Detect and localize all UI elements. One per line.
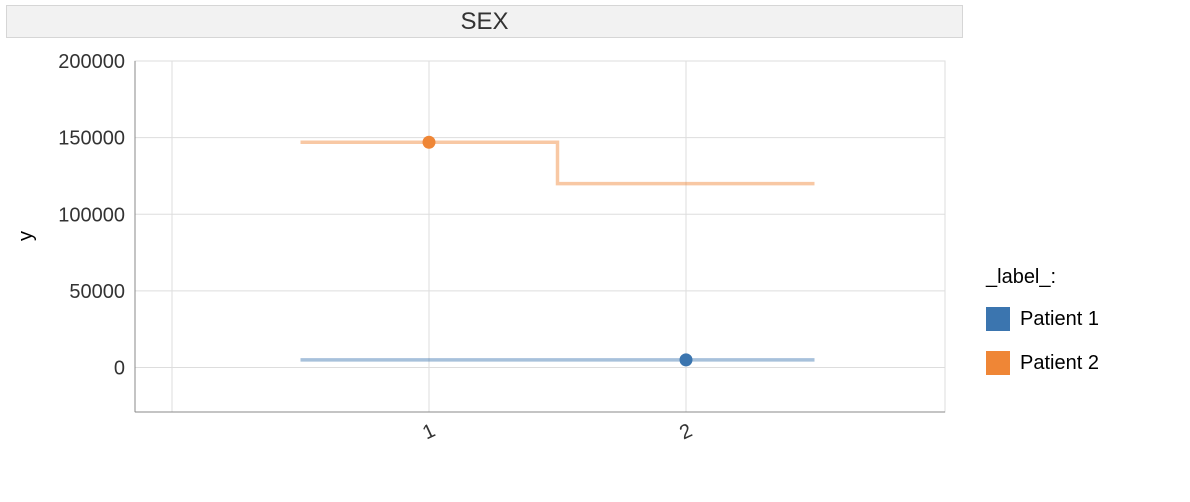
y-tick-label: 150000 xyxy=(58,128,125,150)
series-point-2 xyxy=(422,135,436,149)
x-tick-label: 2 xyxy=(676,420,695,445)
y-tick-label: 200000 xyxy=(58,51,125,73)
legend-title: _label_: xyxy=(986,266,1057,288)
legend-label-patient-1: Patient 1 xyxy=(1020,307,1099,330)
y-tick-label: 50000 xyxy=(69,281,125,303)
y-axis-label: y xyxy=(15,231,37,241)
legend-item-patient-1: Patient 1 xyxy=(986,305,1099,333)
legend-label-patient-2: Patient 2 xyxy=(1020,351,1099,374)
axes: 200000 150000 100000 50000 0 1 2 xyxy=(58,51,945,444)
legend-swatch-patient-1 xyxy=(986,307,1010,331)
legend: _label_: Patient 1 Patient 2 xyxy=(986,266,1099,393)
panel-title: SEX xyxy=(6,5,963,38)
chart-title: SEX xyxy=(460,7,509,35)
series-layer xyxy=(300,135,815,367)
series-point-1 xyxy=(679,353,693,367)
y-tick-label: 0 xyxy=(114,358,125,380)
x-tick-label: 1 xyxy=(419,420,438,445)
series-line-2 xyxy=(300,140,815,186)
legend-item-patient-2: Patient 2 xyxy=(986,349,1099,377)
legend-swatch-patient-2 xyxy=(986,351,1010,375)
y-tick-label: 100000 xyxy=(58,204,125,226)
